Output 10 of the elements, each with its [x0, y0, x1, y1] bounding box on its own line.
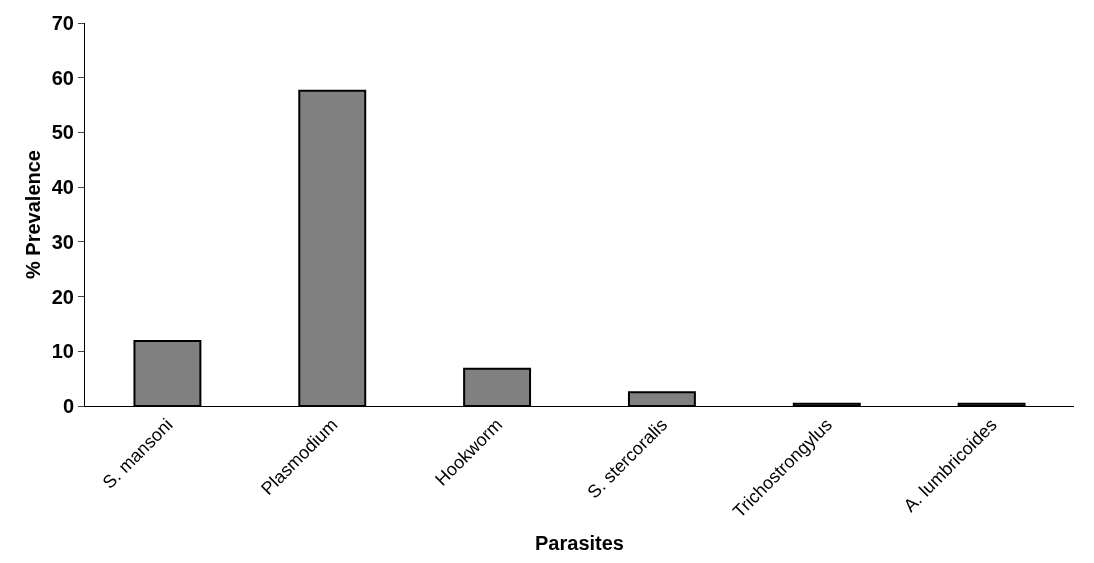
y-tick-label: 20 [51, 285, 74, 308]
y-tick-label: 30 [51, 230, 74, 253]
y-tick-label: 50 [51, 121, 74, 144]
y-tick-label: 0 [62, 395, 74, 417]
x-axis-title: Parasites [535, 532, 624, 555]
y-tick-label: 60 [51, 66, 74, 89]
y-tick-label: 10 [51, 340, 74, 363]
y-axis-title: % Prevalence [22, 150, 45, 279]
y-tick-label: 70 [51, 12, 74, 34]
y-tick-label: 40 [51, 176, 74, 199]
